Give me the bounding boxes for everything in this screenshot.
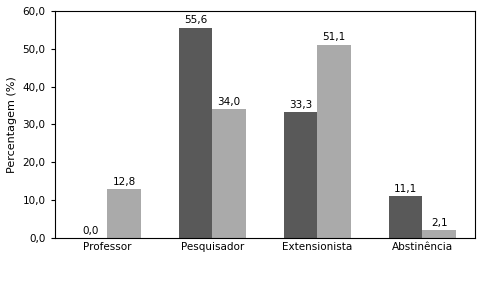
Bar [422, 230, 456, 238]
Text: 0,0: 0,0 [82, 226, 99, 236]
Text: 11,1: 11,1 [394, 184, 417, 194]
Text: 12,8: 12,8 [112, 177, 135, 187]
Text: 55,6: 55,6 [184, 15, 207, 25]
Bar [317, 45, 351, 238]
Text: 33,3: 33,3 [289, 100, 312, 110]
Bar [107, 189, 141, 238]
Text: 34,0: 34,0 [217, 97, 241, 107]
Bar [212, 109, 246, 238]
Text: 51,1: 51,1 [322, 32, 346, 42]
Bar [388, 196, 422, 238]
Bar [284, 112, 317, 238]
Y-axis label: Percentagem (%): Percentagem (%) [7, 76, 17, 173]
Text: 2,1: 2,1 [431, 218, 447, 228]
Bar [179, 27, 212, 238]
